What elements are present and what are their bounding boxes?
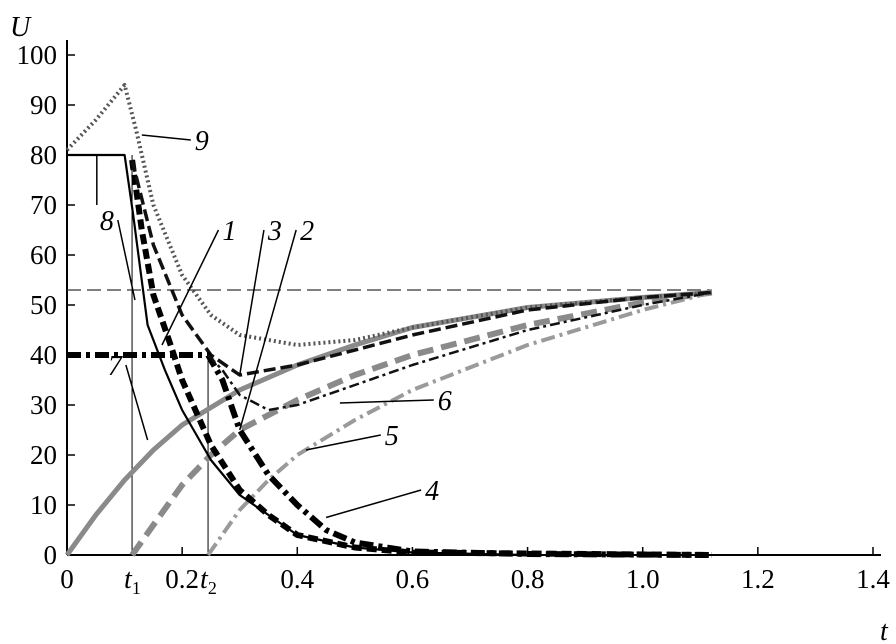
series-6-line bbox=[207, 291, 713, 412]
curve-label-2: 2 bbox=[300, 216, 314, 247]
series-5-line bbox=[206, 290, 713, 557]
curve-label-8: 8 bbox=[100, 206, 114, 237]
x-tick-label: 0.6 bbox=[396, 564, 430, 594]
y-tick-label: 100 bbox=[17, 40, 58, 70]
y-tick-label: 80 bbox=[30, 140, 57, 170]
curve-label-9: 9 bbox=[195, 126, 209, 157]
x-tick-label: 0.2 bbox=[165, 564, 199, 594]
annotation-leader bbox=[305, 434, 381, 451]
x-tick-label: 1.4 bbox=[856, 564, 890, 594]
series-4-line bbox=[67, 352, 712, 558]
x-tick-label: 1.2 bbox=[741, 564, 775, 594]
annotation-leader bbox=[117, 219, 136, 301]
series-3-line bbox=[130, 159, 712, 377]
annotation-leader bbox=[141, 134, 191, 141]
curve-label-7: 7 bbox=[108, 351, 123, 382]
y-tick-label: 10 bbox=[30, 490, 57, 520]
y-tick-label: 40 bbox=[30, 340, 57, 370]
x-axis-label: t bbox=[880, 616, 889, 644]
annotation-leader bbox=[125, 364, 149, 441]
x-tick-label: 1.0 bbox=[626, 564, 660, 594]
annotation-leader bbox=[161, 229, 220, 346]
axes: 0 10 20 30 40 50 60 70 80 90 100 0 0.2 0.4 0.6 0.8 1.0 1.… bbox=[17, 40, 890, 598]
curve-label-4: 4 bbox=[425, 476, 439, 507]
series-8-line bbox=[67, 153, 528, 557]
y-tick-label: 20 bbox=[30, 440, 57, 470]
series-group bbox=[64, 83, 713, 558]
y-tick-label: 90 bbox=[30, 90, 57, 120]
annotation-leader bbox=[339, 399, 434, 404]
annotation-leader bbox=[238, 229, 297, 431]
curve-label-3: 3 bbox=[267, 216, 282, 247]
curve-label-5: 5 bbox=[385, 421, 399, 452]
subscript: 1 bbox=[132, 578, 141, 598]
annotation-leader bbox=[325, 489, 422, 519]
annotations: 9 8 1 3 2 7 6 54 bbox=[96, 126, 452, 519]
series-1-line bbox=[129, 159, 712, 558]
y-tick-label: 50 bbox=[30, 290, 57, 320]
x-tick-label: 0.8 bbox=[511, 564, 545, 594]
subscript: 2 bbox=[208, 578, 217, 598]
y-tick-label: 60 bbox=[30, 240, 57, 270]
annotation-leader bbox=[238, 229, 265, 376]
curve-label-6: 6 bbox=[438, 386, 452, 417]
special-x-tick-label: t1 bbox=[124, 564, 141, 598]
curve-label-1: 1 bbox=[222, 216, 236, 247]
y-tick-label: 30 bbox=[30, 390, 57, 420]
special-x-tick-label: t2 bbox=[200, 564, 217, 598]
series-2-line bbox=[129, 289, 713, 557]
y-tick-label: 70 bbox=[30, 190, 57, 220]
x-tick-label: 0 bbox=[60, 564, 74, 594]
x-tick-label: 0.4 bbox=[280, 564, 314, 594]
y-axis-label: U bbox=[10, 12, 32, 43]
y-tick-label: 0 bbox=[44, 540, 58, 570]
